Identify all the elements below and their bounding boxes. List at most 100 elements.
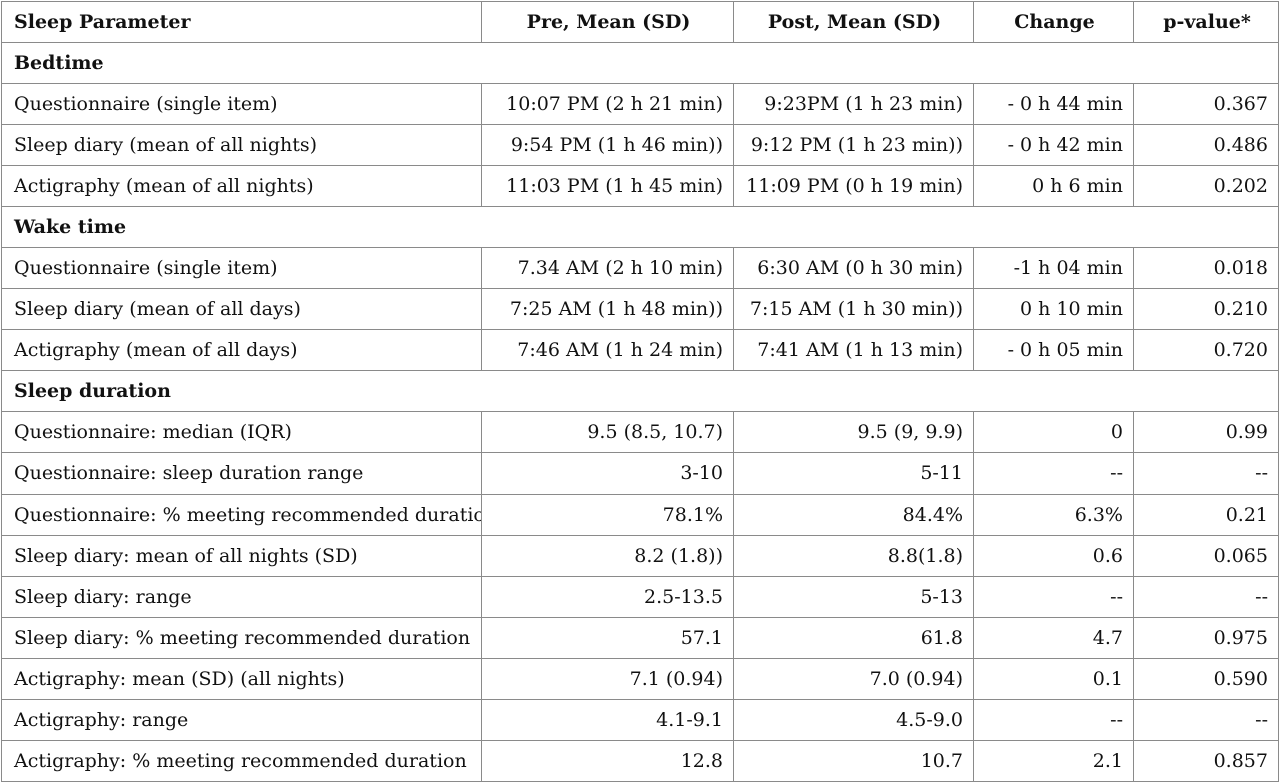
cell-post: 10.7 — [733, 739, 974, 783]
table-row: Actigraphy: % meeting recommended durati… — [1, 739, 1279, 783]
header-post: Post, Mean (SD) — [733, 1, 974, 43]
cell-p-value: 0.486 — [1133, 124, 1279, 167]
cell-parameter: Actigraphy (mean of all nights) — [1, 165, 482, 208]
cell-pre: 7.34 AM (2 h 10 min) — [481, 247, 734, 290]
table-row: Questionnaire (single item) 10:07 PM (2 h… — [1, 83, 1279, 126]
cell-parameter: Actigraphy: mean (SD) (all nights) — [1, 657, 482, 700]
cell-change: 0.1 — [973, 657, 1134, 700]
cell-change: 0 h 6 min — [973, 165, 1134, 208]
cell-pre: 3-10 — [481, 452, 734, 495]
table-row: Actigraphy (mean of all nights) 11:03 PM … — [1, 165, 1279, 208]
header-change: Change — [973, 1, 1134, 43]
cell-post: 7.0 (0.94) — [733, 657, 974, 700]
table-row: Sleep diary (mean of all days) 7:25 AM (1… — [1, 288, 1279, 331]
table-row: Questionnaire: sleep duration range 3-10 5… — [1, 452, 1279, 495]
cell-change: 4.7 — [973, 616, 1134, 659]
cell-change: - 0 h 05 min — [973, 329, 1134, 372]
cell-p-value: 0.065 — [1133, 534, 1279, 577]
section-title: Bedtime — [1, 41, 1279, 85]
cell-pre: 9:54 PM (1 h 46 min)) — [481, 124, 734, 167]
cell-parameter: Sleep diary: % meeting recommended durat… — [1, 616, 482, 659]
cell-post: 6:30 AM (0 h 30 min) — [733, 247, 974, 290]
cell-pre: 12.8 — [481, 739, 734, 783]
cell-p-value: 0.018 — [1133, 247, 1279, 290]
cell-post: 5-13 — [733, 575, 974, 618]
cell-change: -1 h 04 min — [973, 247, 1134, 290]
cell-pre: 11:03 PM (1 h 45 min) — [481, 165, 734, 208]
cell-change: -- — [973, 452, 1134, 495]
header-sleep-parameter: Sleep Parameter — [1, 1, 482, 43]
cell-p-value: 0.99 — [1133, 411, 1279, 454]
header-row: Sleep Parameter Pre, Mean (SD) Post, Mea… — [1, 1, 1279, 43]
section-row: Bedtime — [1, 41, 1279, 85]
cell-p-value: -- — [1133, 575, 1279, 618]
cell-pre: 10:07 PM (2 h 21 min) — [481, 83, 734, 126]
cell-p-value: 0.367 — [1133, 83, 1279, 126]
cell-post: 4.5-9.0 — [733, 698, 974, 741]
cell-post: 9.5 (9, 9.9) — [733, 411, 974, 454]
cell-post: 9:23PM (1 h 23 min) — [733, 83, 974, 126]
cell-p-value: 0.975 — [1133, 616, 1279, 659]
cell-change: 0 — [973, 411, 1134, 454]
section-row: Wake time — [1, 206, 1279, 249]
cell-post: 11:09 PM (0 h 19 min) — [733, 165, 974, 208]
cell-change: -- — [973, 698, 1134, 741]
header-p-value: p-value* — [1133, 1, 1279, 43]
cell-parameter: Sleep diary (mean of all nights) — [1, 124, 482, 167]
cell-parameter: Sleep diary: mean of all nights (SD) — [1, 534, 482, 577]
cell-pre: 7:46 AM (1 h 24 min) — [481, 329, 734, 372]
table-row: Sleep diary: % meeting recommended durat… — [1, 616, 1279, 659]
cell-p-value: 0.21 — [1133, 493, 1279, 536]
cell-p-value: -- — [1133, 698, 1279, 741]
table-row: Sleep diary: mean of all nights (SD) 8.2 … — [1, 534, 1279, 577]
table-row: Actigraphy: range 4.1-9.1 4.5-9.0 -- -- — [1, 698, 1279, 741]
cell-p-value: 0.720 — [1133, 329, 1279, 372]
section-title: Sleep duration — [1, 370, 1279, 413]
cell-change: 0.6 — [973, 534, 1134, 577]
cell-parameter: Sleep diary (mean of all days) — [1, 288, 482, 331]
cell-pre: 9.5 (8.5, 10.7) — [481, 411, 734, 454]
cell-p-value: 0.857 — [1133, 739, 1279, 783]
table-row: Actigraphy: mean (SD) (all nights) 7.1 (0… — [1, 657, 1279, 700]
section-row: Sleep duration — [1, 370, 1279, 413]
table-row: Sleep diary (mean of all nights) 9:54 PM … — [1, 124, 1279, 167]
cell-change: 6.3% — [973, 493, 1134, 536]
cell-change: - 0 h 42 min — [973, 124, 1134, 167]
cell-pre: 57.1 — [481, 616, 734, 659]
cell-p-value: 0.202 — [1133, 165, 1279, 208]
cell-change: -- — [973, 575, 1134, 618]
cell-parameter: Actigraphy: % meeting recommended durati… — [1, 739, 482, 783]
cell-p-value: 0.590 — [1133, 657, 1279, 700]
cell-change: 2.1 — [973, 739, 1134, 783]
cell-pre: 7:25 AM (1 h 48 min)) — [481, 288, 734, 331]
cell-post: 8.8(1.8) — [733, 534, 974, 577]
cell-post: 7:15 AM (1 h 30 min)) — [733, 288, 974, 331]
cell-parameter: Questionnaire: sleep duration range — [1, 452, 482, 495]
cell-pre: 8.2 (1.8)) — [481, 534, 734, 577]
cell-parameter: Sleep diary: range — [1, 575, 482, 618]
cell-pre: 78.1% — [481, 493, 734, 536]
cell-parameter: Questionnaire (single item) — [1, 247, 482, 290]
cell-change: - 0 h 44 min — [973, 83, 1134, 126]
cell-parameter: Actigraphy (mean of all days) — [1, 329, 482, 372]
cell-post: 7:41 AM (1 h 13 min) — [733, 329, 974, 372]
cell-pre: 2.5-13.5 — [481, 575, 734, 618]
cell-post: 84.4% — [733, 493, 974, 536]
table-row: Questionnaire: % meeting recommended dur… — [1, 493, 1279, 536]
header-pre: Pre, Mean (SD) — [481, 1, 734, 43]
cell-parameter: Actigraphy: range — [1, 698, 482, 741]
table-row: Questionnaire (single item) 7.34 AM (2 h … — [1, 247, 1279, 290]
cell-post: 9:12 PM (1 h 23 min)) — [733, 124, 974, 167]
table-row: Sleep diary: range 2.5-13.5 5-13 -- -- — [1, 575, 1279, 618]
table-row: Questionnaire: median (IQR) 9.5 (8.5, 10.… — [1, 411, 1279, 454]
cell-p-value: -- — [1133, 452, 1279, 495]
table-row: Actigraphy (mean of all days) 7:46 AM (1 … — [1, 329, 1279, 372]
section-title: Wake time — [1, 206, 1279, 249]
cell-parameter: Questionnaire: % meeting recommended dur… — [1, 493, 482, 536]
cell-pre: 4.1-9.1 — [481, 698, 734, 741]
cell-pre: 7.1 (0.94) — [481, 657, 734, 700]
cell-parameter: Questionnaire: median (IQR) — [1, 411, 482, 454]
cell-parameter: Questionnaire (single item) — [1, 83, 482, 126]
cell-change: 0 h 10 min — [973, 288, 1134, 331]
